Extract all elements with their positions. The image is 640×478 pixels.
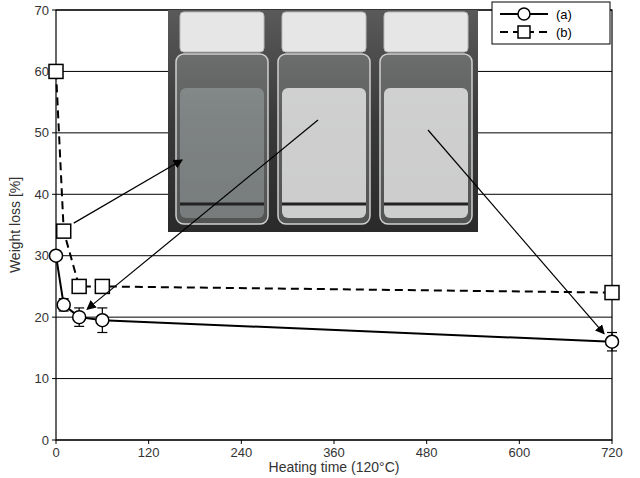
data-layer [49,64,619,351]
vial-line [384,203,468,206]
vial-line [282,203,366,206]
y-tick-label: 10 [35,371,49,386]
marker [96,314,109,327]
series-line [56,71,612,292]
arrow [428,130,604,334]
marker [57,298,70,311]
x-tick-label: 360 [323,445,345,460]
marker [57,224,71,238]
vial-content [282,88,366,218]
vial-cap [180,12,264,52]
error-cap [607,332,617,333]
vial-body [380,54,472,224]
arrow [74,160,182,223]
chart: 0 10 20 30 40 50 60 70 0 120 240 360 480 600 720 Heatin… [0,0,640,478]
marker [50,249,63,262]
y-tick-label: 60 [35,64,49,79]
marker [49,64,63,78]
legend-label: (b) [556,25,572,40]
legend-marker [518,8,530,20]
x-tick-label: 720 [601,445,623,460]
x-axis-title: Heating time (120°C) [269,459,400,475]
x-tick-label: 480 [416,445,438,460]
vial-cap [384,12,468,52]
grid-line [56,317,612,318]
grid-line [56,378,612,379]
inset-photo [168,10,478,232]
x-tick-label: 0 [52,445,59,460]
x-tick-label: 240 [230,445,252,460]
vial-cap [282,12,366,52]
legend-label: (a) [556,7,572,22]
error-cap [97,307,107,308]
error-cap [97,332,107,333]
y-axis-title: Weight loss [%] [7,177,23,273]
vial-body [278,54,370,224]
vial-line [180,203,264,206]
y-tick-label: 20 [35,310,49,325]
error-cap [74,307,84,308]
grid-line [56,255,612,256]
error-cap [74,326,84,327]
marker [605,286,619,300]
error-cap [607,350,617,351]
marker [72,279,86,293]
vial-content [384,88,468,218]
y-tick-label: 50 [35,125,49,140]
y-tick-label: 30 [35,248,49,263]
y-tick-label: 0 [42,433,49,448]
legend-marker [518,26,530,38]
photo-background [168,10,478,232]
arrow [87,120,318,309]
marker [95,279,109,293]
plot-frame [56,10,612,440]
marker [606,335,619,348]
marker [73,311,86,324]
y-tick-label: 70 [35,3,49,18]
x-tick-label: 120 [138,445,160,460]
x-tick-label: 600 [508,445,530,460]
legend: (a) (b) [492,2,610,44]
legend-box [492,2,610,44]
y-tick-label: 40 [35,187,49,202]
series-line [56,256,612,342]
